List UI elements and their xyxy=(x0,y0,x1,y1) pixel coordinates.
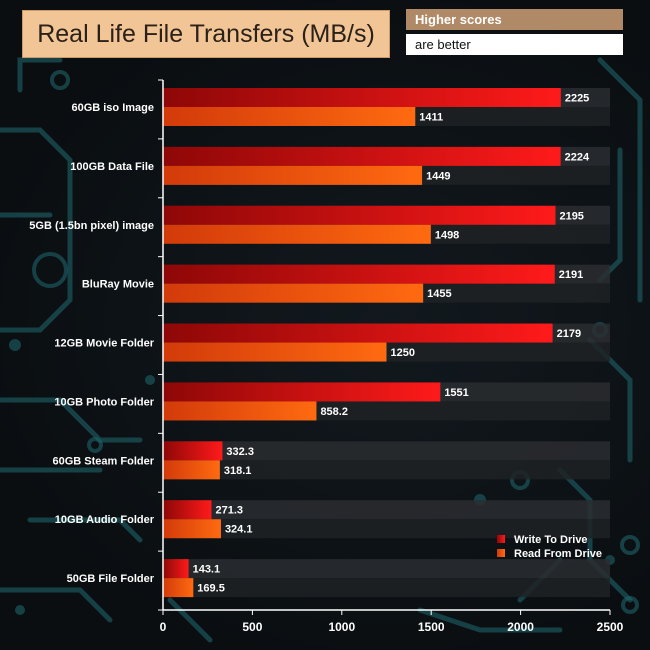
value-label-read-from-drive-bluray-movie: 1455 xyxy=(427,288,451,300)
value-label-write-to-drive-12gb-movie-folder: 2179 xyxy=(557,328,581,340)
bar-write-to-drive-60gb-iso-image xyxy=(163,88,561,107)
value-label-read-from-drive-60gb-iso-image: 1411 xyxy=(419,112,443,124)
bar-band xyxy=(163,559,610,579)
bar-band xyxy=(163,578,610,598)
x-tick-label: 2000 xyxy=(507,620,534,634)
value-label-read-from-drive-12gb-movie-folder: 1250 xyxy=(391,347,415,359)
category-label-50gb-file-folder: 50GB File Folder xyxy=(67,573,155,585)
bar-band xyxy=(163,441,610,461)
value-label-read-from-drive-5gb-1-5bn-pixel-image: 1498 xyxy=(435,229,459,241)
value-label-write-to-drive-10gb-photo-folder: 1551 xyxy=(444,387,468,399)
value-label-write-to-drive-50gb-file-folder: 143.1 xyxy=(193,564,221,576)
bar-read-from-drive-12gb-movie-folder xyxy=(163,342,387,362)
value-label-read-from-drive-10gb-audio-folder: 324.1 xyxy=(225,524,253,536)
bar-write-to-drive-5gb-1-5bn-pixel-image xyxy=(163,205,556,225)
bar-read-from-drive-100gb-data-file xyxy=(163,165,423,185)
scores-note-line-2: are better xyxy=(406,34,623,55)
bar-write-to-drive-10gb-audio-folder xyxy=(163,500,212,520)
bar-read-from-drive-5gb-1-5bn-pixel-image xyxy=(163,224,431,244)
bar-read-from-drive-10gb-audio-folder xyxy=(163,519,221,539)
scores-note-line-1: Higher scores xyxy=(406,9,623,30)
bar-read-from-drive-60gb-iso-image xyxy=(163,107,416,126)
legend-swatch-read-from-drive xyxy=(497,549,505,557)
x-tick-label: 2500 xyxy=(597,620,624,634)
bar-read-from-drive-10gb-photo-folder xyxy=(163,401,317,421)
bar-write-to-drive-60gb-steam-folder xyxy=(163,441,223,461)
legend-label-read-from-drive: Read From Drive xyxy=(514,548,602,560)
category-label-bluray-movie: BluRay Movie xyxy=(82,279,154,291)
value-label-write-to-drive-60gb-iso-image: 2225 xyxy=(565,93,589,105)
bar-read-from-drive-60gb-steam-folder xyxy=(163,460,220,480)
bar-write-to-drive-12gb-movie-folder xyxy=(163,323,553,343)
value-label-write-to-drive-5gb-1-5bn-pixel-image: 2195 xyxy=(559,210,583,222)
category-label-100gb-data-file: 100GB Data File xyxy=(70,161,154,173)
value-label-read-from-drive-10gb-photo-folder: 858.2 xyxy=(320,406,348,418)
x-tick-label: 1500 xyxy=(418,620,445,634)
category-label-10gb-photo-folder: 10GB Photo Folder xyxy=(54,396,154,408)
bar-write-to-drive-100gb-data-file xyxy=(163,146,561,166)
x-tick-label: 0 xyxy=(160,620,167,634)
value-label-read-from-drive-50gb-file-folder: 169.5 xyxy=(197,583,225,595)
bar-write-to-drive-10gb-photo-folder xyxy=(163,382,441,402)
category-label-10gb-audio-folder: 10GB Audio Folder xyxy=(55,514,155,526)
value-label-read-from-drive-100gb-data-file: 1449 xyxy=(426,170,450,182)
bar-write-to-drive-50gb-file-folder xyxy=(163,559,189,579)
legend-label-write-to-drive: Write To Drive xyxy=(514,534,588,546)
category-label-60gb-steam-folder: 60GB Steam Folder xyxy=(53,455,155,467)
bar-band xyxy=(163,500,610,520)
value-label-write-to-drive-60gb-steam-folder: 332.3 xyxy=(226,446,254,458)
value-label-write-to-drive-bluray-movie: 2191 xyxy=(559,269,583,281)
legend-swatch-write-to-drive xyxy=(497,535,505,543)
x-tick-label: 1000 xyxy=(328,620,355,634)
value-label-write-to-drive-100gb-data-file: 2224 xyxy=(565,151,590,163)
bar-read-from-drive-bluray-movie xyxy=(163,283,424,303)
x-tick-label: 500 xyxy=(242,620,262,634)
category-label-12gb-movie-folder: 12GB Movie Folder xyxy=(54,338,154,350)
bar-band xyxy=(163,519,610,539)
category-label-60gb-iso-image: 60GB iso Image xyxy=(71,102,154,114)
bar-write-to-drive-bluray-movie xyxy=(163,264,555,284)
chart-title: Real Life File Transfers (MB/s) xyxy=(22,10,390,58)
category-label-5gb-1-5bn-pixel-image: 5GB (1.5bn pixel) image xyxy=(29,220,154,232)
bar-read-from-drive-50gb-file-folder xyxy=(163,578,194,598)
value-label-write-to-drive-10gb-audio-folder: 271.3 xyxy=(216,505,244,517)
value-label-read-from-drive-60gb-steam-folder: 318.1 xyxy=(224,465,252,477)
bar-band xyxy=(163,460,610,480)
